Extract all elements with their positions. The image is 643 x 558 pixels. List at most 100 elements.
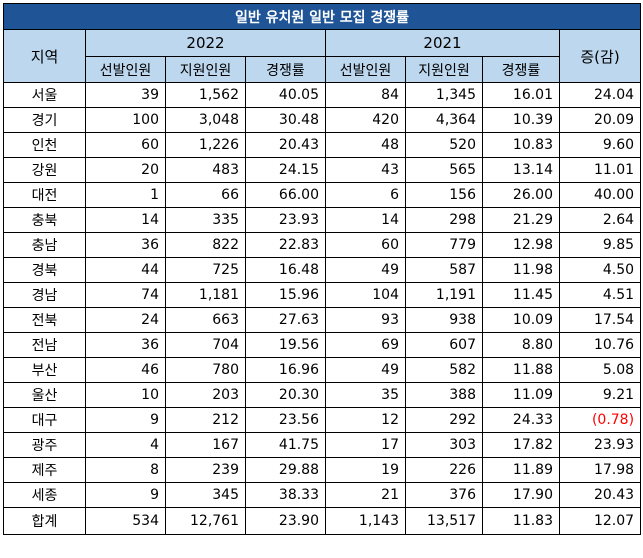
ratio-2021-cell: 17.90 <box>482 482 560 508</box>
ratio-2022-cell: 66.00 <box>245 182 326 208</box>
competition-table-wrapper: 일반 유치원 일반 모집 경쟁률 지역 2022 2021 증(감) 선발인원 … <box>2 3 642 535</box>
change-cell: 2.64 <box>558 207 642 233</box>
change-cell: 4.50 <box>558 257 642 283</box>
applicants-2021-cell: 938 <box>405 307 483 333</box>
applicants-2021-cell: 1,191 <box>405 282 483 308</box>
change-cell: 40.00 <box>558 182 642 208</box>
change-cell: 4.51 <box>558 282 642 308</box>
change-cell: 12.07 <box>558 507 642 535</box>
applicants-2022-cell: 3,048 <box>165 107 246 133</box>
selected-2022-cell: 44 <box>85 257 166 283</box>
applicants-2022-cell: 335 <box>165 207 246 233</box>
ratio-2021-cell: 10.39 <box>482 107 560 133</box>
selected-2021-cell: 104 <box>325 282 406 308</box>
ratio-2021-cell: 8.80 <box>482 332 560 358</box>
ratio-2022-cell: 30.48 <box>245 107 326 133</box>
region-header: 지역 <box>3 29 86 83</box>
applicants-2021-header: 지원인원 <box>405 56 483 83</box>
applicants-2022-cell: 1,226 <box>165 132 246 158</box>
table-row: 대구 9 212 23.56 12 292 24.33 (0.78) <box>3 407 642 433</box>
selected-2022-cell: 14 <box>85 207 166 233</box>
selected-2021-cell: 93 <box>325 307 406 333</box>
selected-2021-cell: 12 <box>325 407 406 433</box>
ratio-2021-cell: 11.45 <box>482 282 560 308</box>
change-header: 증(감) <box>558 29 642 83</box>
selected-2021-cell: 49 <box>325 257 406 283</box>
ratio-2022-cell: 23.56 <box>245 407 326 433</box>
applicants-2021-cell: 587 <box>405 257 483 283</box>
ratio-2022-cell: 15.96 <box>245 282 326 308</box>
table-title: 일반 유치원 일반 모집 경쟁률 <box>2 3 642 30</box>
change-cell: 23.93 <box>558 432 642 458</box>
selected-2022-cell: 1 <box>85 182 166 208</box>
ratio-2021-cell: 16.01 <box>482 82 560 108</box>
region-cell: 광주 <box>3 432 86 458</box>
applicants-2022-cell: 212 <box>165 407 246 433</box>
change-cell: 10.76 <box>558 332 642 358</box>
selected-2022-cell: 24 <box>85 307 166 333</box>
region-cell: 충북 <box>3 207 86 233</box>
selected-2022-cell: 4 <box>85 432 166 458</box>
selected-2021-cell: 19 <box>325 457 406 483</box>
applicants-2021-cell: 303 <box>405 432 483 458</box>
selected-2022-cell: 36 <box>85 232 166 258</box>
change-cell: 9.60 <box>558 132 642 158</box>
ratio-2021-header: 경쟁률 <box>482 56 560 83</box>
selected-2022-cell: 534 <box>85 507 166 535</box>
applicants-2021-cell: 292 <box>405 407 483 433</box>
selected-2022-cell: 100 <box>85 107 166 133</box>
selected-2022-cell: 74 <box>85 282 166 308</box>
change-cell: 24.04 <box>558 82 642 108</box>
table-row: 제주 8 239 29.88 19 226 11.89 17.98 <box>3 457 642 483</box>
ratio-2021-cell: 26.00 <box>482 182 560 208</box>
table-row: 인천 60 1,226 20.43 48 520 10.83 9.60 <box>3 132 642 158</box>
total-row: 합계 534 12,761 23.90 1,143 13,517 11.83 12.07 <box>3 507 642 535</box>
applicants-2021-cell: 13,517 <box>405 507 483 535</box>
selected-2021-cell: 14 <box>325 207 406 233</box>
applicants-2021-cell: 779 <box>405 232 483 258</box>
selected-2021-cell: 49 <box>325 357 406 383</box>
selected-2021-header: 선발인원 <box>325 56 406 83</box>
table-row: 광주 4 167 41.75 17 303 17.82 23.93 <box>3 432 642 458</box>
applicants-2022-cell: 725 <box>165 257 246 283</box>
applicants-2022-header: 지원인원 <box>165 56 246 83</box>
ratio-2021-cell: 21.29 <box>482 207 560 233</box>
selected-2022-cell: 9 <box>85 482 166 508</box>
region-cell: 세종 <box>3 482 86 508</box>
selected-2022-header: 선발인원 <box>85 56 166 83</box>
ratio-2022-header: 경쟁률 <box>245 56 326 83</box>
selected-2022-cell: 8 <box>85 457 166 483</box>
year-2021-header: 2021 <box>325 29 560 57</box>
applicants-2022-cell: 203 <box>165 382 246 408</box>
table-row: 충북 14 335 23.93 14 298 21.29 2.64 <box>3 207 642 233</box>
applicants-2021-cell: 582 <box>405 357 483 383</box>
change-cell: 5.08 <box>558 357 642 383</box>
table-row: 경기 100 3,048 30.48 420 4,364 10.39 20.09 <box>3 107 642 133</box>
applicants-2021-cell: 520 <box>405 132 483 158</box>
year-header-row: 지역 2022 2021 증(감) <box>3 29 642 83</box>
selected-2022-cell: 46 <box>85 357 166 383</box>
ratio-2021-cell: 11.98 <box>482 257 560 283</box>
region-cell: 강원 <box>3 157 86 183</box>
applicants-2022-cell: 1,181 <box>165 282 246 308</box>
table-row: 충남 36 822 22.83 60 779 12.98 9.85 <box>3 232 642 258</box>
region-cell: 경북 <box>3 257 86 283</box>
selected-2022-cell: 9 <box>85 407 166 433</box>
ratio-2021-cell: 13.14 <box>482 157 560 183</box>
region-cell: 울산 <box>3 382 86 408</box>
table-row: 경북 44 725 16.48 49 587 11.98 4.50 <box>3 257 642 283</box>
region-cell: 경기 <box>3 107 86 133</box>
applicants-2022-cell: 239 <box>165 457 246 483</box>
ratio-2021-cell: 17.82 <box>482 432 560 458</box>
table-row: 전북 24 663 27.63 93 938 10.09 17.54 <box>3 307 642 333</box>
applicants-2021-cell: 607 <box>405 332 483 358</box>
ratio-2021-cell: 10.09 <box>482 307 560 333</box>
applicants-2021-cell: 565 <box>405 157 483 183</box>
applicants-2022-cell: 1,562 <box>165 82 246 108</box>
applicants-2021-cell: 4,364 <box>405 107 483 133</box>
selected-2021-cell: 420 <box>325 107 406 133</box>
applicants-2022-cell: 345 <box>165 482 246 508</box>
ratio-2022-cell: 16.48 <box>245 257 326 283</box>
ratio-2022-cell: 41.75 <box>245 432 326 458</box>
change-cell: 20.43 <box>558 482 642 508</box>
